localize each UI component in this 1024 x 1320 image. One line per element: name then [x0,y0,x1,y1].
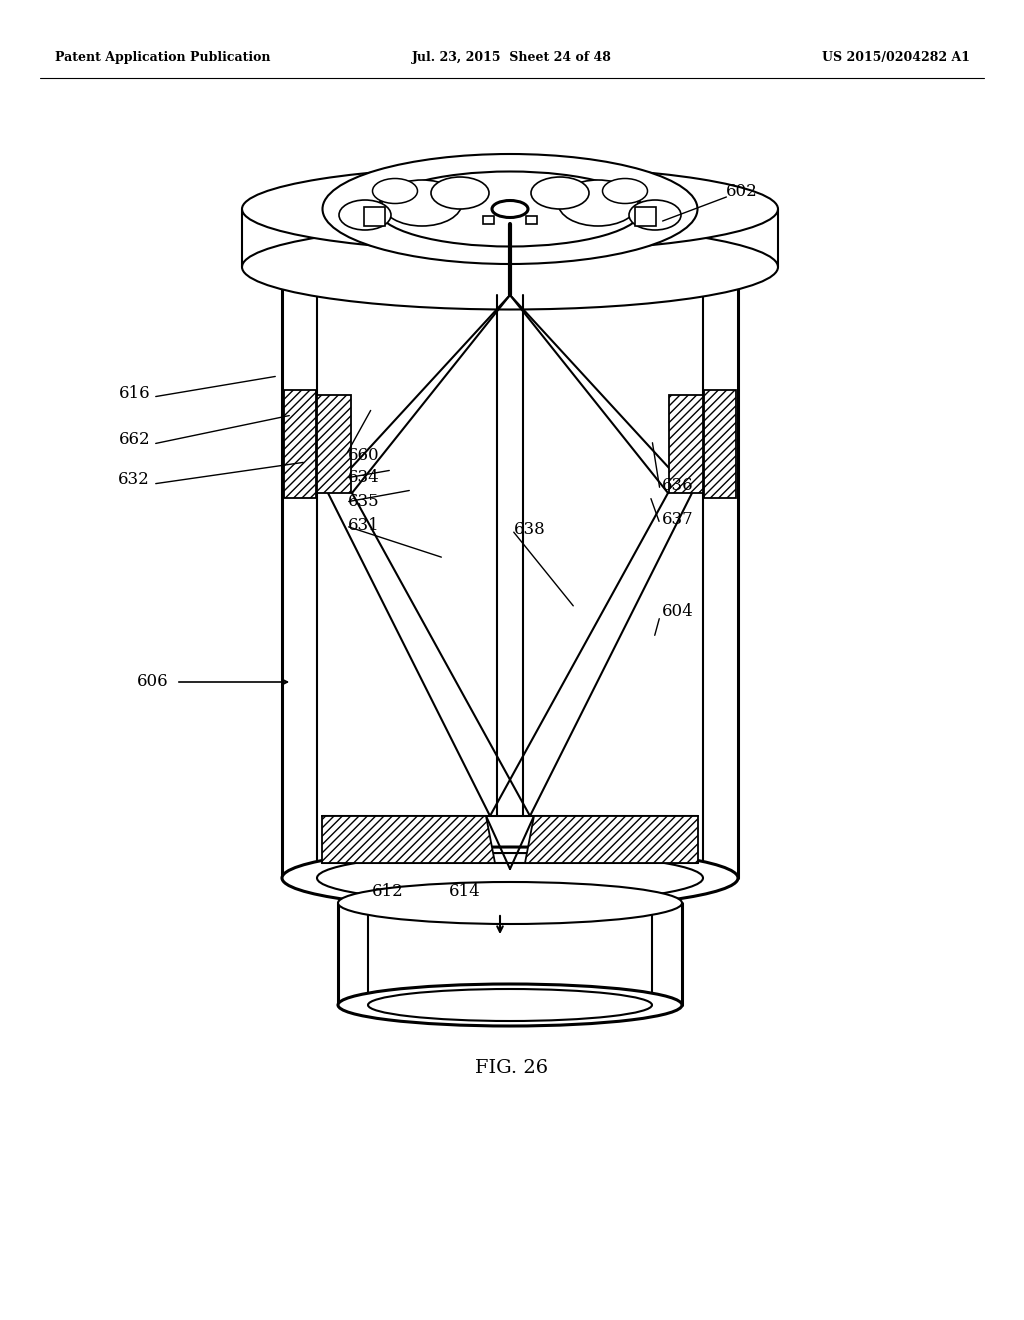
Polygon shape [635,207,656,226]
Ellipse shape [317,853,703,903]
Text: 604: 604 [662,603,693,620]
Polygon shape [317,395,351,492]
Polygon shape [284,389,316,498]
Text: 638: 638 [514,521,546,539]
Text: 637: 637 [662,511,693,528]
Text: 660: 660 [348,446,380,463]
Text: 614: 614 [450,883,481,900]
Ellipse shape [338,882,682,924]
Ellipse shape [602,178,647,203]
Ellipse shape [492,201,528,218]
Polygon shape [322,816,495,863]
Text: 635: 635 [348,494,380,511]
Ellipse shape [242,166,778,252]
Ellipse shape [373,178,418,203]
Polygon shape [526,216,537,224]
Polygon shape [525,816,698,863]
Text: 616: 616 [119,384,150,401]
Ellipse shape [558,180,638,226]
Polygon shape [669,395,703,492]
Polygon shape [705,389,736,498]
Ellipse shape [323,154,697,264]
Ellipse shape [282,847,738,909]
Text: Jul. 23, 2015  Sheet 24 of 48: Jul. 23, 2015 Sheet 24 of 48 [412,51,612,65]
Polygon shape [242,209,778,267]
Ellipse shape [378,172,642,247]
Polygon shape [483,216,494,224]
Text: 602: 602 [726,183,758,201]
Text: 636: 636 [662,478,693,495]
Ellipse shape [431,177,489,209]
Ellipse shape [531,177,589,209]
Text: 631: 631 [348,517,380,535]
Ellipse shape [382,180,462,226]
Text: 632: 632 [118,471,150,488]
Polygon shape [364,207,385,226]
Text: 662: 662 [119,432,150,449]
Ellipse shape [338,983,682,1026]
Ellipse shape [629,201,681,230]
Text: 634: 634 [348,470,380,487]
Ellipse shape [368,989,652,1020]
Text: FIG. 26: FIG. 26 [475,1059,549,1077]
Text: Patent Application Publication: Patent Application Publication [55,51,270,65]
Text: 606: 606 [136,673,168,690]
Ellipse shape [339,201,391,230]
Ellipse shape [242,224,778,309]
Text: US 2015/0204282 A1: US 2015/0204282 A1 [822,51,970,65]
Text: 612: 612 [372,883,403,900]
